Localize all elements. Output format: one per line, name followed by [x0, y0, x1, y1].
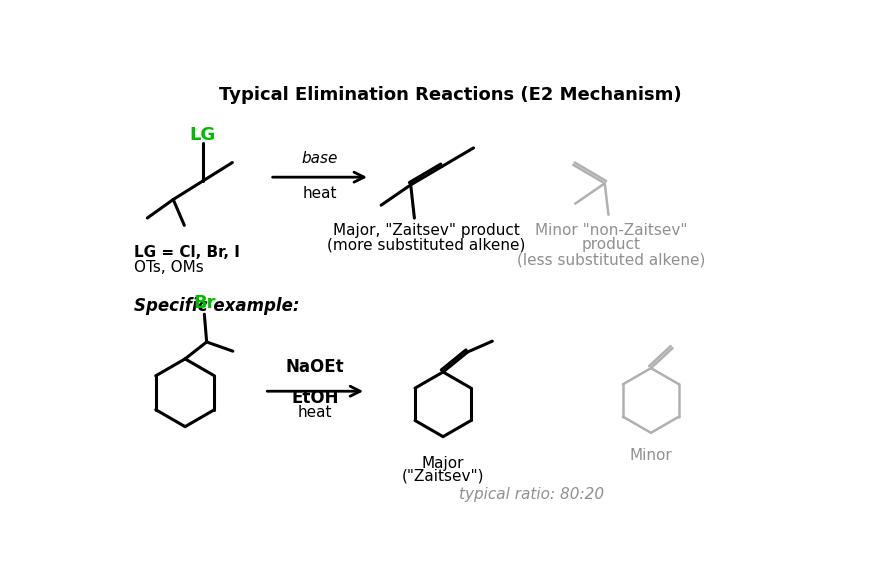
Text: LG = Cl, Br, I: LG = Cl, Br, I	[133, 245, 239, 260]
Text: (more substituted alkene): (more substituted alkene)	[326, 237, 524, 252]
Text: Minor "non-Zaitsev": Minor "non-Zaitsev"	[534, 223, 687, 238]
Text: Major: Major	[421, 456, 464, 471]
Text: base: base	[302, 151, 338, 166]
Text: Specific example:: Specific example:	[133, 297, 299, 314]
Text: heat: heat	[297, 405, 332, 420]
Text: EtOH: EtOH	[291, 389, 339, 407]
Text: Typical Elimination Reactions (E2 Mechanism): Typical Elimination Reactions (E2 Mechan…	[218, 86, 681, 104]
Text: heat: heat	[303, 186, 337, 201]
Text: LG: LG	[189, 126, 216, 144]
Text: typical ratio: 80:20: typical ratio: 80:20	[459, 487, 603, 502]
Text: Major, "Zaitsev" product: Major, "Zaitsev" product	[332, 223, 519, 238]
Text: product: product	[581, 237, 639, 252]
Text: NaOEt: NaOEt	[286, 358, 344, 376]
Text: Minor: Minor	[629, 448, 672, 463]
Text: (less substituted alkene): (less substituted alkene)	[517, 253, 704, 268]
Text: OTs, OMs: OTs, OMs	[133, 260, 203, 275]
Text: ("Zaitsev"): ("Zaitsev")	[402, 469, 484, 484]
Text: Br: Br	[193, 294, 216, 312]
